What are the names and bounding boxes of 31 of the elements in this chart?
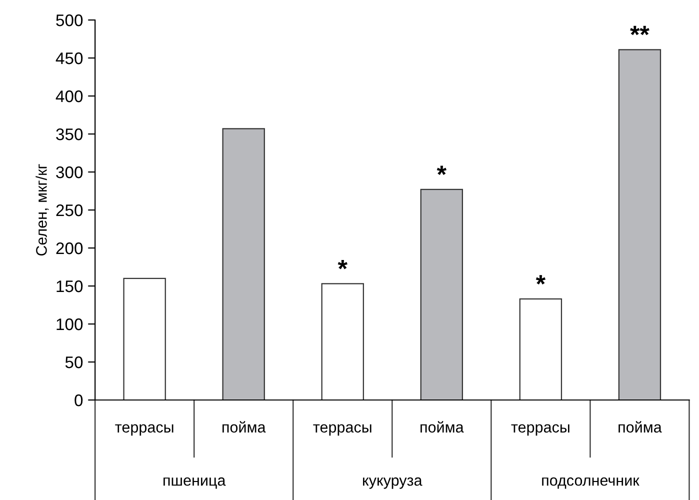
bar [519,298,562,400]
x-tick-label: террасы [511,424,570,436]
bar [420,188,463,400]
x-tick-label: террасы [115,424,174,436]
data-label: ** [630,26,650,36]
y-tick-label: 150 [56,280,83,292]
y-tick-label: 300 [56,166,83,178]
y-tick-label: 250 [56,204,83,216]
y-tick-label: 200 [56,242,83,254]
data-label: * [536,275,546,284]
y-tick-label: 100 [56,318,83,330]
x-tick-label: пойма [222,421,266,433]
x-tick-label: пойма [618,421,662,433]
y-tick-label: 400 [56,90,83,102]
bar [222,128,265,400]
x-tick-label: пойма [420,421,464,433]
y-tick-label: 450 [56,52,83,64]
text: пшеница [164,477,226,489]
bar [321,283,364,400]
y-tick-label: 500 [56,14,83,26]
data-label: * [436,166,446,176]
y-tick-label: 0 [74,394,83,406]
text: подсолнечник [542,477,640,489]
x-tick-label: террасы [313,424,372,436]
y-tick-label: 350 [56,128,83,140]
y-tick-label: 50 [65,356,83,368]
data-label: * [338,260,348,270]
bar [123,278,166,400]
y-axis-title: Селен, мкг/кг [36,164,49,256]
bar [618,49,662,400]
text: кукуруза [363,477,422,489]
